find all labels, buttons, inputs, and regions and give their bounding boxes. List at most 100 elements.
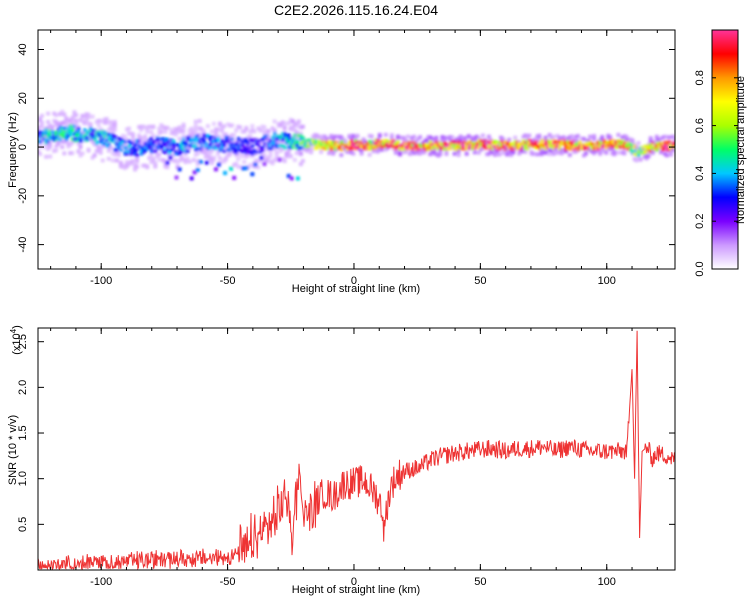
spectrogram-cell bbox=[596, 144, 601, 148]
spectrogram-cell bbox=[256, 143, 261, 147]
spectrogram-cell bbox=[317, 134, 322, 139]
spectrogram-cell bbox=[600, 146, 605, 151]
spectrogram-cell bbox=[566, 145, 570, 149]
spectrogram-cell bbox=[176, 142, 180, 147]
spectrogram-cell bbox=[424, 138, 429, 143]
spectrogram-cell bbox=[503, 140, 508, 145]
spectrogram-cell bbox=[192, 170, 197, 175]
spectrogram-cell bbox=[250, 172, 255, 177]
spectrogram-cell bbox=[64, 116, 69, 121]
spectrogram-cell bbox=[546, 142, 550, 146]
colorbar-fill bbox=[712, 30, 738, 269]
spectrogram-cell bbox=[347, 134, 352, 139]
spectrogram-cell bbox=[554, 144, 558, 149]
spectrogram-cell bbox=[262, 156, 267, 161]
spectrogram-cell bbox=[62, 130, 67, 134]
spectrogram-cell bbox=[570, 142, 574, 147]
spectrogram-cell bbox=[215, 152, 220, 157]
spectrogram-cell bbox=[155, 152, 160, 157]
colorbar-tick-label: 0.4 bbox=[694, 166, 706, 181]
spectrogram-cell bbox=[499, 140, 504, 144]
spectrogram-cell bbox=[610, 151, 615, 156]
spectrogram-cell bbox=[331, 151, 336, 156]
spectrogram-cell bbox=[147, 155, 152, 160]
spectrogram-cell bbox=[452, 151, 457, 156]
spectrogram-cell bbox=[139, 139, 144, 144]
spectrogram-cell bbox=[54, 136, 59, 140]
spectrogram-cell bbox=[270, 161, 275, 166]
spectrogram-cell bbox=[472, 150, 477, 155]
snr-y-axis-label: SNR (10 * v/v) bbox=[7, 415, 19, 485]
spectrogram-cell bbox=[574, 144, 578, 149]
spectrogram-cell bbox=[189, 176, 194, 181]
spectrogram-cell bbox=[155, 137, 160, 142]
spectrogram-cell bbox=[64, 137, 69, 141]
spectrogram-cell bbox=[139, 135, 144, 140]
spectrogram-cell bbox=[596, 146, 601, 151]
spectrogram-cell bbox=[244, 154, 249, 159]
spectrogram-cell bbox=[157, 137, 162, 142]
spectrogram-cell bbox=[108, 145, 113, 150]
spectrogram-cell bbox=[48, 131, 53, 136]
spectrogram-cell bbox=[258, 159, 263, 164]
spectrogram-cell bbox=[416, 146, 421, 151]
spectrogram-cell bbox=[88, 122, 93, 127]
spectrogram-cell bbox=[278, 122, 283, 127]
spectrogram-cell bbox=[203, 150, 208, 155]
spectrogram-cell bbox=[177, 125, 182, 130]
spectrogram-cell bbox=[358, 145, 362, 150]
spectrogram-cell bbox=[610, 146, 615, 151]
spectrogram-cell bbox=[226, 142, 231, 147]
spectrogram-cell bbox=[38, 134, 40, 138]
spectrogram-cell bbox=[341, 137, 346, 142]
spectrogram-cell bbox=[462, 136, 467, 141]
spectrogram-cell bbox=[250, 124, 255, 129]
spectrogram-cell bbox=[297, 146, 301, 151]
spectrogram-cell bbox=[220, 142, 225, 147]
spectrogram-cell bbox=[488, 138, 493, 143]
spectrogram-cell bbox=[85, 131, 89, 136]
spectrogram-cell bbox=[319, 150, 324, 155]
spectrogram-cell bbox=[258, 150, 263, 154]
spectrogram-cell bbox=[620, 150, 625, 155]
spectrogram-cell bbox=[149, 159, 154, 164]
spectrogram-cell bbox=[475, 144, 479, 149]
spectrogram-cell bbox=[377, 146, 382, 151]
spectrogram-cell bbox=[236, 152, 241, 157]
spectrogram-cell bbox=[620, 135, 625, 140]
spectrogram-cell bbox=[513, 135, 518, 140]
spectrogram-cell bbox=[98, 118, 103, 123]
spectrogram-cell bbox=[207, 148, 212, 153]
spectrogram-cell bbox=[165, 140, 170, 145]
spectrogram-cell bbox=[272, 158, 277, 163]
spectrogram-cell bbox=[78, 153, 83, 158]
spectrogram-cell bbox=[78, 118, 83, 123]
spectrogram-cell bbox=[628, 140, 633, 145]
spectrogram-cell bbox=[161, 158, 166, 163]
spectrogram-cell bbox=[608, 141, 613, 146]
spectrogram-cell bbox=[66, 133, 71, 138]
spectrogram-cell bbox=[629, 147, 633, 152]
spectrogram-cell bbox=[602, 149, 607, 154]
spectrogram-cell bbox=[246, 142, 251, 146]
spectrogram-cell bbox=[99, 135, 103, 139]
spectrogram-cell bbox=[74, 113, 79, 118]
spectrogram-cell bbox=[568, 147, 572, 151]
spectrogram-cell bbox=[179, 155, 184, 160]
spectrogram-cell bbox=[236, 164, 241, 169]
spectrogram-cell bbox=[256, 165, 261, 170]
spectrogram-cell bbox=[634, 158, 639, 163]
spectrogram-cell bbox=[118, 162, 123, 167]
spectrogram-cell bbox=[404, 149, 409, 154]
spectrogram-cell bbox=[197, 132, 202, 137]
spectrogram-cell bbox=[161, 125, 166, 130]
spectrogram-cell bbox=[38, 130, 43, 135]
spectrogram-cell bbox=[112, 119, 117, 124]
spectrogram-cell bbox=[406, 146, 411, 151]
spectrogram-cell bbox=[220, 139, 225, 143]
spectrogram-cell bbox=[470, 139, 475, 144]
snr-y-tick-label: 0.5 bbox=[17, 517, 29, 532]
spectrogram-cell bbox=[197, 142, 202, 147]
spectrogram-cell bbox=[209, 161, 214, 166]
spectrogram-cell bbox=[339, 136, 344, 141]
